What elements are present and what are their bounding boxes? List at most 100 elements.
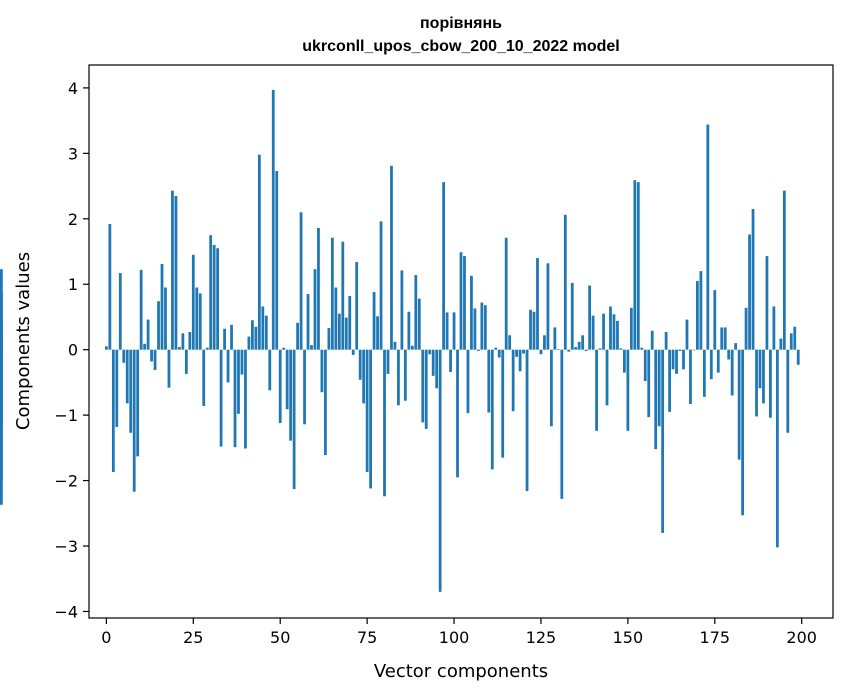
bar	[744, 307, 748, 350]
bar	[483, 305, 487, 350]
bars-group	[0, 89, 800, 592]
x-tick-label: 0	[101, 628, 111, 647]
x-tick-label: 125	[526, 628, 557, 647]
bar	[709, 349, 713, 380]
bar	[115, 349, 119, 427]
bar	[369, 349, 372, 489]
y-tick-label: −3	[54, 537, 78, 556]
bar	[306, 294, 310, 350]
bar	[560, 349, 564, 499]
bar	[275, 171, 279, 350]
bar	[504, 237, 508, 350]
bar	[682, 349, 685, 370]
bar	[657, 349, 661, 427]
bar	[741, 349, 744, 516]
bar	[108, 224, 112, 350]
bar	[609, 306, 612, 350]
x-tick-label: 200	[786, 628, 817, 647]
bar	[104, 346, 108, 350]
bar	[636, 182, 640, 350]
y-axis-ticks: −4 −3 −2 −1 0 1 2 3 4	[54, 79, 89, 621]
bar	[445, 312, 449, 350]
bar	[793, 326, 797, 350]
bar	[769, 349, 772, 418]
bar	[463, 256, 466, 350]
bar	[424, 349, 428, 429]
bar	[403, 349, 407, 401]
bar	[577, 341, 581, 350]
bar	[595, 349, 598, 431]
bar	[431, 349, 435, 376]
bar	[616, 320, 619, 350]
bar	[476, 349, 480, 351]
bar	[490, 349, 494, 470]
bar	[442, 182, 446, 350]
bar	[303, 349, 306, 425]
bar	[730, 349, 734, 396]
bar	[271, 89, 275, 350]
bar	[282, 347, 286, 350]
bar	[233, 349, 237, 448]
bar	[459, 252, 463, 350]
bar	[111, 349, 115, 473]
bar	[497, 349, 501, 358]
bar	[623, 349, 626, 373]
bar	[435, 349, 439, 389]
bar	[393, 341, 397, 350]
bar	[737, 349, 741, 460]
bar	[289, 349, 293, 441]
bar	[713, 290, 717, 350]
bar	[334, 287, 338, 350]
bar	[661, 349, 665, 533]
bar	[285, 349, 289, 410]
bar	[160, 263, 164, 350]
chart-title-line1: порівнянь	[420, 15, 502, 32]
bar	[765, 256, 769, 350]
bar	[779, 338, 783, 350]
bar	[539, 349, 543, 355]
bar	[254, 326, 258, 350]
bar	[153, 349, 157, 370]
bar	[428, 349, 432, 355]
bar	[692, 349, 696, 351]
bar	[664, 332, 668, 350]
bar	[0, 349, 3, 482]
bar	[550, 349, 553, 427]
bar	[654, 349, 658, 450]
bar	[157, 301, 160, 350]
bar	[171, 190, 174, 350]
bar	[310, 345, 313, 350]
bar	[605, 349, 609, 406]
bar	[348, 296, 352, 350]
bar	[626, 349, 630, 431]
bar	[230, 324, 233, 350]
bar	[668, 349, 671, 412]
bar	[675, 349, 678, 374]
bar	[702, 349, 706, 397]
bar	[198, 293, 202, 350]
x-axis-label: Vector components	[374, 661, 548, 682]
bar	[351, 349, 355, 355]
bar	[775, 349, 779, 548]
bar	[650, 330, 654, 350]
bar	[473, 308, 477, 350]
y-tick-label: 0	[68, 341, 78, 360]
bar	[164, 287, 167, 350]
bar	[223, 328, 226, 350]
bar	[139, 269, 143, 350]
bar	[365, 349, 369, 473]
bar	[748, 234, 751, 350]
bar	[449, 349, 452, 372]
bar	[317, 227, 320, 350]
x-tick-label: 75	[357, 628, 377, 647]
bar	[390, 165, 393, 350]
bar	[205, 347, 209, 350]
bar	[167, 349, 171, 388]
bar	[699, 271, 703, 350]
bar	[796, 349, 800, 365]
bar	[257, 154, 261, 350]
bar	[456, 349, 459, 478]
bar	[0, 269, 3, 350]
bar	[671, 349, 675, 370]
